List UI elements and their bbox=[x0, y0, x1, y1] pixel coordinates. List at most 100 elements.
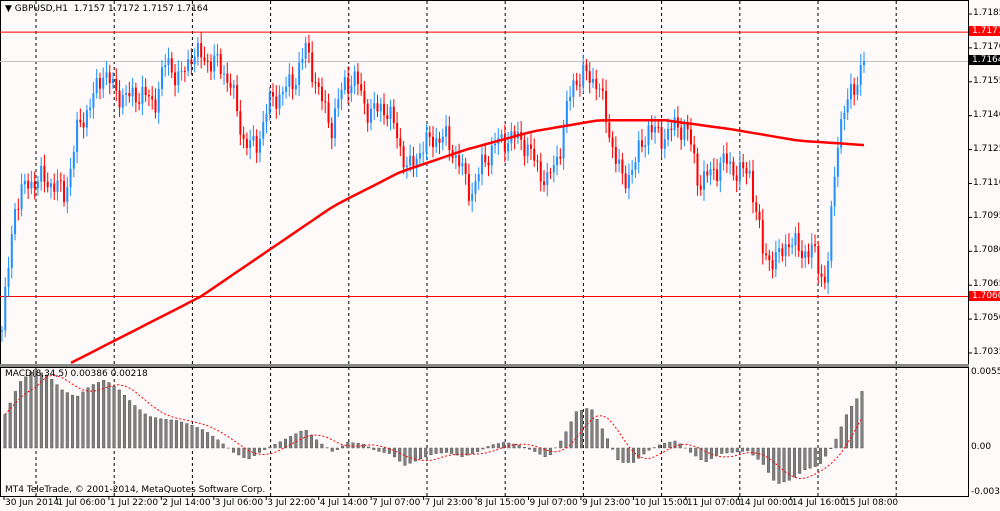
macd-histogram-bar bbox=[34, 370, 38, 449]
macd-tick-label: 0.00 bbox=[971, 442, 992, 452]
candle-body bbox=[464, 163, 467, 174]
candle-body bbox=[265, 113, 268, 123]
macd-histogram-bar bbox=[24, 376, 28, 449]
candle-body bbox=[441, 136, 444, 143]
candle-body bbox=[115, 78, 118, 91]
candle-body bbox=[650, 125, 653, 133]
candle-body bbox=[141, 86, 144, 104]
macd-histogram-bar bbox=[798, 447, 802, 474]
candle-body bbox=[20, 184, 23, 210]
candle-body bbox=[778, 248, 781, 253]
candle-body bbox=[859, 65, 862, 85]
candle-body bbox=[278, 94, 281, 109]
macd-histogram-bar bbox=[185, 423, 189, 449]
candle-body bbox=[588, 71, 591, 83]
candle-body bbox=[732, 161, 735, 176]
candle-body bbox=[849, 83, 852, 100]
macd-histogram-bar bbox=[377, 447, 381, 452]
candle-body bbox=[27, 180, 30, 189]
price-tick-label: 1.7155 bbox=[973, 75, 1000, 86]
time-tick-label: 9 Jul 23:00 bbox=[581, 498, 631, 508]
candle-body bbox=[627, 174, 630, 189]
candle-body bbox=[200, 42, 203, 58]
candle-body bbox=[242, 134, 245, 139]
macd-histogram-bar bbox=[232, 447, 236, 453]
macd-histogram-bar bbox=[148, 416, 152, 449]
candle-body bbox=[477, 174, 480, 182]
candle-body bbox=[680, 127, 683, 140]
macd-histogram-bar bbox=[200, 429, 204, 449]
candle-body bbox=[56, 180, 59, 192]
candle-body bbox=[236, 84, 239, 112]
candle-body bbox=[621, 159, 624, 174]
macd-histogram-bar bbox=[91, 384, 95, 449]
price-tick-label: 1.7125 bbox=[973, 143, 1000, 154]
candle-body bbox=[689, 129, 692, 145]
macd-histogram-bar bbox=[465, 447, 469, 456]
candle-body bbox=[304, 42, 307, 59]
candle-body bbox=[219, 54, 222, 75]
macd-histogram-bar bbox=[283, 438, 287, 449]
macd-histogram-bar bbox=[491, 444, 495, 449]
candle-body bbox=[830, 206, 833, 261]
time-tick-label: 2 Jul 14:00 bbox=[162, 498, 211, 508]
candle-body bbox=[43, 165, 46, 182]
collapse-triangle-icon[interactable]: ▼ bbox=[5, 4, 15, 14]
macd-histogram-bar bbox=[585, 408, 589, 449]
time-tick-label: 3 Jul 06:00 bbox=[214, 498, 264, 508]
candle-body bbox=[89, 107, 92, 111]
macd-histogram-bar bbox=[657, 444, 661, 449]
candle-body bbox=[108, 72, 111, 84]
candle-body bbox=[546, 172, 549, 186]
candle-body bbox=[667, 128, 670, 140]
time-tick-label: 14 Jul 00:00 bbox=[739, 498, 794, 508]
candle-body bbox=[134, 87, 137, 103]
candle-body bbox=[294, 84, 297, 90]
candle-body bbox=[386, 115, 389, 120]
candle-body bbox=[634, 162, 637, 170]
candle-body bbox=[17, 208, 20, 210]
macd-histogram-bar bbox=[746, 447, 750, 452]
candle-body bbox=[223, 73, 226, 75]
macd-label: MACD(8,34,5) 0.00386 0.00218 bbox=[5, 369, 148, 379]
macd-histogram-bar bbox=[263, 447, 267, 450]
macd-histogram-bar bbox=[502, 442, 506, 449]
macd-histogram-bar bbox=[637, 447, 641, 459]
candle-body bbox=[36, 181, 39, 189]
candle-body bbox=[320, 86, 323, 102]
macd-histogram-bar bbox=[60, 389, 64, 449]
candle-body bbox=[435, 138, 438, 148]
macd-histogram-bar bbox=[382, 447, 386, 453]
candle-body bbox=[820, 273, 823, 277]
macd-tick-label: 0.00551 bbox=[971, 367, 1000, 377]
macd-histogram-bar bbox=[761, 447, 765, 465]
candle-body bbox=[458, 155, 461, 167]
candle-body bbox=[118, 90, 121, 108]
candle-body bbox=[543, 181, 546, 186]
macd-histogram-bar bbox=[330, 447, 334, 452]
candle-body bbox=[40, 165, 43, 182]
time-tick-label: 8 Jul 15:00 bbox=[477, 498, 526, 508]
candle-body bbox=[324, 101, 327, 103]
candle-body bbox=[500, 134, 503, 138]
candle-body bbox=[578, 84, 581, 86]
candle-body bbox=[177, 71, 180, 86]
macd-histogram-bar bbox=[174, 420, 178, 449]
macd-histogram-bar bbox=[413, 447, 417, 462]
macd-histogram-bar bbox=[600, 428, 604, 449]
candle-body bbox=[360, 84, 363, 91]
macd-histogram-bar bbox=[195, 427, 199, 449]
candle-body bbox=[252, 135, 255, 141]
macd-histogram-bar bbox=[580, 409, 584, 449]
macd-histogram-bar bbox=[211, 435, 215, 449]
macd-signal-line bbox=[4, 374, 863, 480]
candle-body bbox=[706, 171, 709, 176]
candle-body bbox=[174, 72, 177, 86]
candle-body bbox=[356, 71, 359, 85]
candle-body bbox=[856, 84, 859, 95]
candle-body bbox=[432, 136, 434, 148]
candle-body bbox=[340, 89, 343, 100]
candle-body bbox=[343, 77, 346, 90]
macd-histogram-bar bbox=[792, 447, 796, 478]
